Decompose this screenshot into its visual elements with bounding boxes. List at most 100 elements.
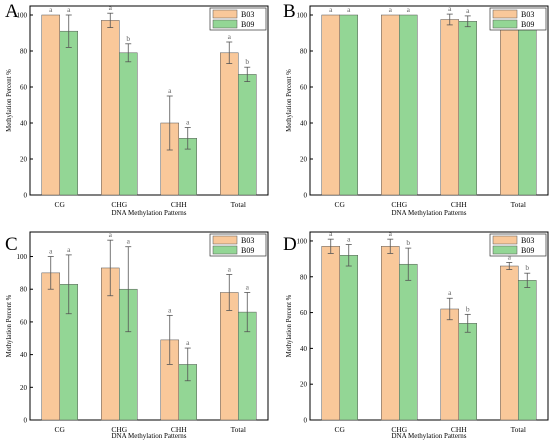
significance-letter: a: [49, 5, 53, 14]
y-tick-label: 40: [20, 351, 28, 359]
bar-b03: [381, 14, 400, 196]
bar-b09: [458, 323, 477, 421]
x-tick-label: CHG: [391, 200, 407, 209]
legend-label-b09: B09: [521, 246, 534, 255]
y-tick-label: 60: [300, 309, 308, 317]
significance-letter: a: [109, 3, 113, 12]
y-tick-label: 60: [20, 318, 28, 326]
y-tick-label: 20: [300, 156, 308, 164]
y-axis-title: Methylation Percent %: [286, 69, 293, 132]
significance-letter: b: [525, 263, 529, 272]
significance-letter: a: [67, 5, 71, 14]
bar-b03: [440, 308, 459, 421]
y-tick-label: 100: [17, 253, 28, 261]
y-axis-title: Methylation Percent %: [6, 69, 13, 132]
x-tick-label: CHH: [451, 425, 467, 434]
significance-letter: a: [186, 338, 190, 347]
bar-b03: [381, 246, 400, 421]
significance-letter: a: [228, 265, 232, 274]
significance-letter: a: [168, 86, 172, 95]
bar-b09: [238, 74, 257, 196]
significance-letter: a: [448, 288, 452, 297]
bar-b03: [440, 19, 459, 196]
y-tick-label: 80: [20, 286, 28, 294]
x-tick-label: Total: [511, 425, 526, 434]
panel-label: B: [283, 1, 296, 22]
chart-panel-a: A 0 20 40 60 80 100 Methylation Percent % DNA Me…: [5, 1, 269, 217]
significance-letter: a: [127, 237, 131, 246]
significance-letter: a: [389, 5, 393, 14]
significance-letter: a: [49, 247, 53, 256]
y-tick-label: 0: [304, 192, 308, 200]
plot-frame: [29, 5, 269, 196]
x-tick-label: CG: [335, 425, 346, 434]
plot-frame: [29, 231, 269, 421]
significance-letter: b: [245, 57, 249, 66]
legend-swatch-b09: [212, 245, 238, 255]
legend-label-b03: B03: [241, 236, 254, 245]
panel-label: D: [283, 234, 297, 255]
panel-label: C: [5, 234, 18, 255]
significance-letter: a: [347, 235, 351, 244]
chart-panel-b: B 0 20 40 60 80 100 Methylation Percent % DNA Me…: [283, 1, 549, 217]
significance-letter: a: [246, 282, 250, 291]
x-axis-title: DNA Methylation Patterns: [391, 432, 466, 440]
bar-b03: [220, 52, 239, 196]
bar-b03: [101, 20, 120, 196]
significance-letter: a: [508, 252, 512, 261]
significance-letter: a: [67, 245, 71, 254]
x-tick-label: CG: [55, 200, 66, 209]
bar-b03: [220, 292, 239, 421]
y-tick-label: 80: [300, 273, 308, 281]
significance-letter: b: [126, 34, 130, 43]
significance-letter: b: [466, 304, 470, 313]
bar-b09: [399, 263, 418, 421]
significance-letter: a: [228, 32, 232, 41]
significance-letter: a: [186, 118, 190, 127]
x-tick-label: CHG: [391, 425, 407, 434]
significance-letter: a: [109, 230, 113, 239]
y-tick-label: 40: [300, 345, 308, 353]
bar-b03: [321, 246, 340, 421]
bar-b09: [119, 52, 138, 196]
y-tick-label: 20: [20, 384, 28, 392]
y-tick-label: 40: [300, 120, 308, 128]
x-tick-label: Total: [231, 425, 246, 434]
bar-b09: [339, 14, 358, 196]
panel-label: A: [5, 1, 19, 22]
legend-swatch-b09: [492, 245, 518, 255]
plot-frame: [309, 5, 549, 196]
legend-swatch-b09: [212, 19, 238, 29]
legend-label-b09: B09: [521, 20, 534, 29]
x-tick-label: CHH: [171, 200, 187, 209]
y-tick-label: 0: [304, 417, 308, 425]
y-tick-label: 40: [20, 120, 28, 128]
y-tick-label: 100: [297, 12, 308, 20]
bar-b03: [321, 14, 340, 196]
y-tick-label: 20: [20, 156, 28, 164]
significance-letter: a: [168, 305, 172, 314]
y-tick-label: 100: [297, 237, 308, 245]
y-axis-title: Methylation Percent %: [286, 294, 293, 357]
legend-swatch-b03: [212, 235, 238, 245]
significance-letter: a: [347, 5, 351, 14]
y-tick-label: 60: [20, 84, 28, 92]
x-tick-label: CG: [55, 425, 66, 434]
chart-panel-c: C 0 20 40 60 80 100 Methylation Percent % DNA Me…: [5, 230, 269, 440]
y-tick-label: 100: [17, 12, 28, 20]
legend-swatch-b09: [492, 19, 518, 29]
x-axis-title: DNA Methylation Patterns: [111, 432, 186, 440]
x-tick-label: CG: [335, 200, 346, 209]
significance-letter: a: [407, 5, 411, 14]
y-tick-label: 0: [24, 417, 28, 425]
legend-label-b03: B03: [521, 236, 534, 245]
x-tick-label: CHH: [171, 425, 187, 434]
legend-label-b03: B03: [241, 10, 254, 19]
significance-letter: a: [448, 4, 452, 13]
significance-letter: a: [389, 229, 393, 238]
significance-letter: a: [329, 229, 333, 238]
bar-b03: [41, 272, 60, 421]
x-tick-label: Total: [231, 200, 246, 209]
